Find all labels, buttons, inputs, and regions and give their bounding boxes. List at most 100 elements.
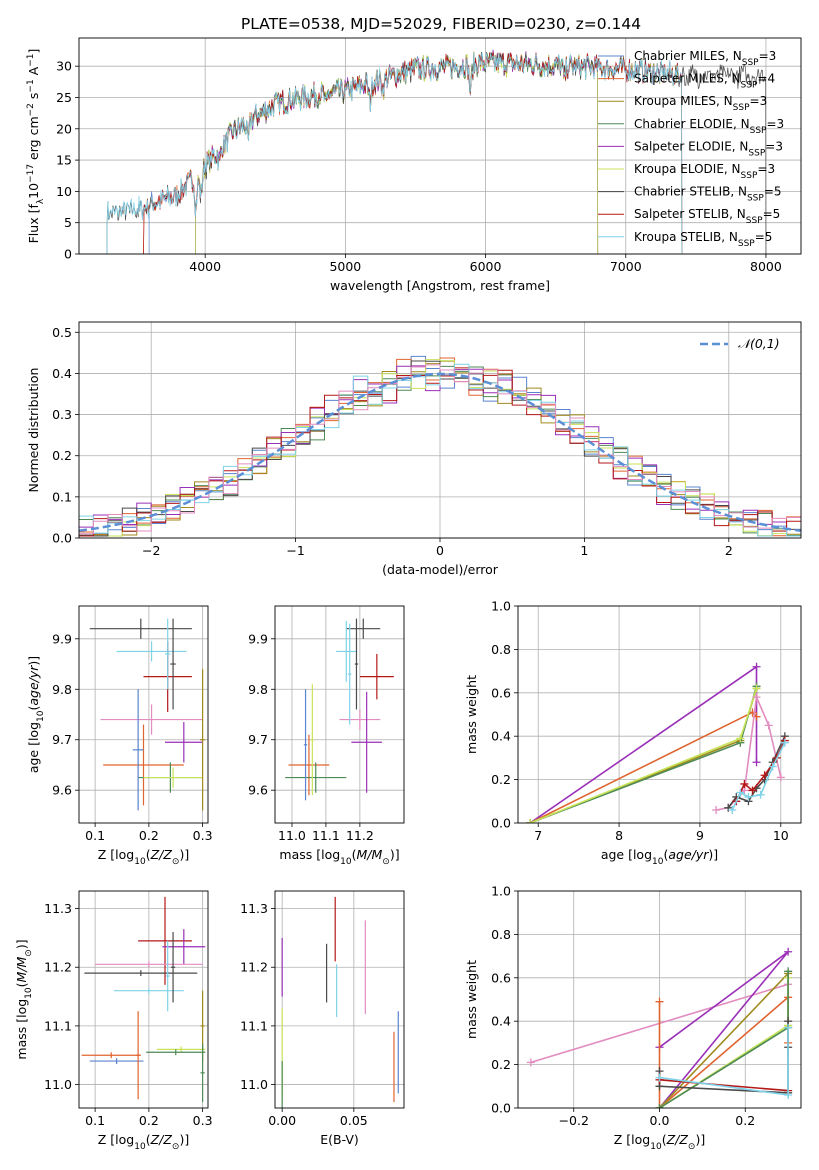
y-tick-label: 0.4: [491, 729, 511, 744]
errorbar-point: [113, 987, 184, 994]
grid: [275, 606, 404, 823]
x-axis-label: Z [log10(Z/Z⊙)]: [98, 847, 189, 867]
x-tick-label: −1: [286, 543, 304, 558]
y-tick-label: 5: [64, 215, 72, 230]
y-axis-label: age [log10(age/yr)]: [26, 656, 46, 773]
plot-area: [89, 618, 206, 811]
residual-histogram-step: [79, 359, 801, 537]
spectrum-series-line: [195, 51, 683, 254]
x-tick-label: −2: [142, 543, 160, 558]
x-tick-label: 10: [773, 828, 789, 843]
axes-frame: [517, 890, 802, 1109]
y-tick-label: 25: [56, 90, 72, 105]
plot-area: [526, 662, 789, 823]
x-axis-label: (data-model)/error: [382, 562, 499, 577]
mass-weight-marker: [526, 819, 535, 823]
y-tick-label: 0.5: [52, 325, 72, 340]
y-tick-label: 9.9: [52, 631, 72, 646]
errorbar-point: [116, 641, 187, 662]
y-tick-label: 30: [56, 59, 72, 74]
y-tick-label: 15: [56, 153, 72, 168]
mass-weight-marker: [756, 790, 765, 799]
y-tick-label: 9.8: [248, 682, 268, 697]
plot-area: [81, 896, 206, 1103]
axes-frame: [274, 605, 405, 824]
errorbar-point: [143, 767, 203, 788]
mass-weight-marker: [712, 805, 721, 814]
y-tick-label: 0.8: [491, 927, 511, 942]
errorbar-point: [89, 1058, 144, 1065]
errorbar-point: [303, 689, 308, 801]
legend-entry: Salpeter STELIB, NSSP=5: [634, 207, 780, 226]
y-axis-label: mass weight: [464, 675, 479, 754]
y-tick-label: 11.2: [240, 960, 268, 975]
spectrum-series-line: [143, 51, 683, 254]
errorbar-point: [135, 1011, 141, 1100]
errorbar-point: [89, 618, 192, 639]
gaussian-reference-curve: [79, 372, 801, 533]
mass-weight-marker: [655, 997, 664, 1006]
y-tick-label: 10: [56, 184, 72, 199]
legend-entry: Kroupa ELODIE, NSSP=3: [634, 162, 775, 181]
errorbar-point: [310, 684, 315, 796]
mass-weight-marker: [740, 779, 749, 788]
mass-weight-marker: [655, 1104, 664, 1108]
y-tick-label: 11.3: [44, 901, 72, 916]
mass-weight-marker: [784, 967, 793, 976]
x-tick-label: 0.2: [139, 828, 159, 843]
x-axis-label: Z [log10(Z/Z⊙)]: [614, 1132, 705, 1152]
mass-weight-series: [526, 708, 761, 823]
errorbar-point: [84, 970, 198, 977]
x-tick-label: 4000: [189, 259, 221, 274]
y-tick-label: 9.9: [248, 631, 268, 646]
mass-weight-series: [655, 1023, 793, 1099]
x-tick-label: 0.3: [193, 1113, 213, 1128]
axes-frame: [78, 37, 802, 255]
mass-weight-marker: [780, 738, 789, 747]
mass-weight-marker: [752, 662, 761, 671]
plot-area: [79, 355, 801, 537]
x-tick-label: 8000: [750, 259, 782, 274]
x-tick-label: 11.0: [278, 828, 306, 843]
axes-frame: [78, 890, 209, 1109]
errorbar-point: [285, 762, 347, 793]
y-tick-label: 0: [64, 247, 72, 262]
plot-area: [281, 896, 399, 1108]
age-vs-mass-panel: 11.0 11.1 11.2 9.6 9.7 9.8 9.9 mass [log10(M/M⊙…: [248, 605, 405, 867]
mass-weight-marker: [784, 1023, 793, 1032]
x-tick-label: 0.0: [650, 1113, 670, 1128]
errorbar-point: [162, 929, 206, 965]
mass-weight-marker: [736, 788, 745, 797]
errorbar-point: [165, 618, 171, 690]
errorbar-point: [81, 1052, 141, 1059]
mass-weight-marker: [760, 771, 769, 780]
ticks: 0.1 0.2 0.3 9.6 9.7 9.8 9.9: [52, 631, 212, 843]
x-tick-label: 0.3: [193, 828, 213, 843]
y-axis-label: mass weight: [464, 960, 479, 1039]
y-tick-label: 0.8: [491, 642, 511, 657]
y-tick-label: 0.2: [52, 448, 72, 463]
mass-vs-ebv-panel: 0.00 0.05 11.0 11.1 11.2 11.3 E(B-V): [240, 890, 405, 1147]
grid: [79, 891, 208, 1108]
axes-frame: [78, 605, 209, 824]
y-tick-label: 11.1: [44, 1018, 72, 1033]
mass-weight-marker: [784, 947, 793, 956]
mass-weight-line: [529, 711, 758, 823]
x-tick-label: 0.00: [268, 1113, 296, 1128]
ticks: 11.0 11.1 11.2 9.6 9.7 9.8 9.9: [248, 631, 374, 843]
y-axis-label: Normed distribution: [26, 368, 41, 493]
ticks: 0.1 0.2 0.3 11.0 11.1 11.2 11.3: [44, 901, 212, 1128]
errorbar-point: [336, 621, 357, 682]
errorbar-point: [165, 722, 203, 763]
x-tick-label: 5000: [329, 259, 361, 274]
errorbar-point: [138, 896, 192, 985]
errorbar-point: [156, 1046, 206, 1053]
mass-weight-line: [731, 742, 786, 811]
mass-weight-marker: [728, 805, 737, 814]
mass-vs-metallicity-panel: 0.1 0.2 0.3 11.0 11.1 11.2 11.3 Z [log10(Z/Z⊙)]…: [14, 890, 213, 1152]
mass-weight-marker: [655, 1073, 664, 1082]
mass-weight-vs-metallicity-panel: −0.2 0.0 0.2 0.0 0.2 0.4 0.6 0.8 1.0 Z [log10(Z/Z…: [464, 884, 802, 1152]
x-tick-label: 8: [615, 828, 623, 843]
x-tick-label: 11.1: [312, 828, 340, 843]
x-tick-label: 0.2: [735, 1113, 755, 1128]
